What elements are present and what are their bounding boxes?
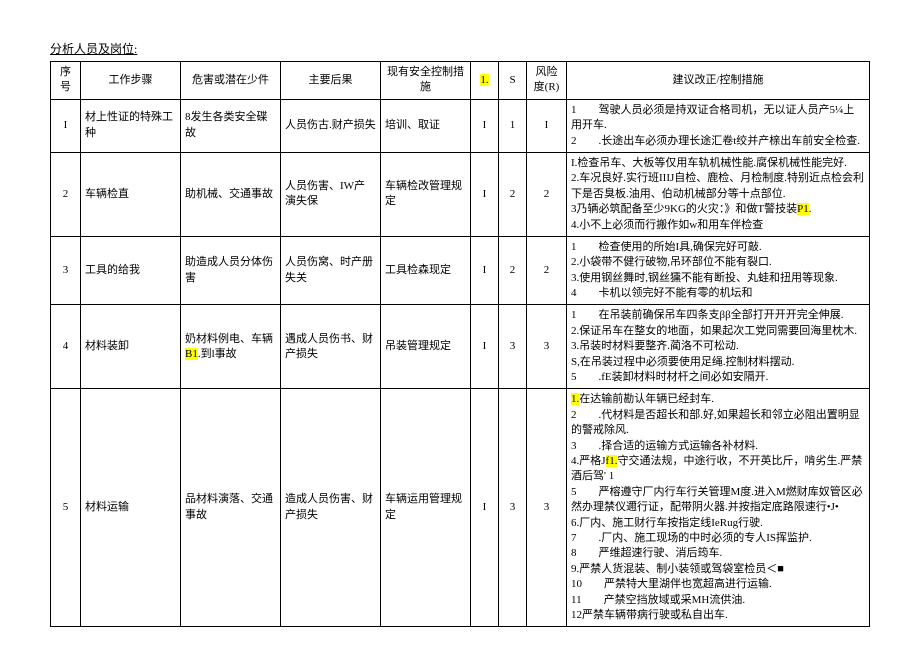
- table-row: 5材料运输品材料演落、交通事故造成人员伤害、财产损失车辆运用管理规定I331.在…: [51, 389, 870, 627]
- table-row: 3工具的给我助造成人员分体伤害人员伤窝、时产册失关工具检森现定I221 检查使用…: [51, 236, 870, 305]
- col-l: 1.: [471, 62, 499, 100]
- table-row: 4材料装卸奶材料例电、车辆B1.到l事故遇成人员伤书、财产损失吊装管理规定I33…: [51, 305, 870, 389]
- table-row: 2车辆检直助机械、交通事故人员伤害、IW产演失保车辆检改管理规定I22I.检查吊…: [51, 152, 870, 236]
- table-header-row: 序号 工作步骤 危害或潜在少件 主要后果 现有安全控制措施 1. S 风险度(R…: [51, 62, 870, 100]
- col-hazard: 危害或潜在少件: [181, 62, 281, 100]
- col-ctrl: 现有安全控制措施: [381, 62, 471, 100]
- header-text: 分析人员及岗位:: [50, 40, 870, 57]
- analysis-table: 序号 工作步骤 危害或潜在少件 主要后果 现有安全控制措施 1. S 风险度(R…: [50, 61, 870, 627]
- col-seq: 序号: [51, 62, 81, 100]
- table-row: I材上性证的特殊工种8发生各类安全碟故人员伤古.财产损失培训、取证I1I1 驾驶…: [51, 99, 870, 152]
- col-conseq: 主要后果: [281, 62, 381, 100]
- col-r: 风险度(R): [527, 62, 567, 100]
- col-rec: 建议改正/控制措施: [567, 62, 870, 100]
- col-step: 工作步骤: [81, 62, 181, 100]
- col-s: S: [499, 62, 527, 100]
